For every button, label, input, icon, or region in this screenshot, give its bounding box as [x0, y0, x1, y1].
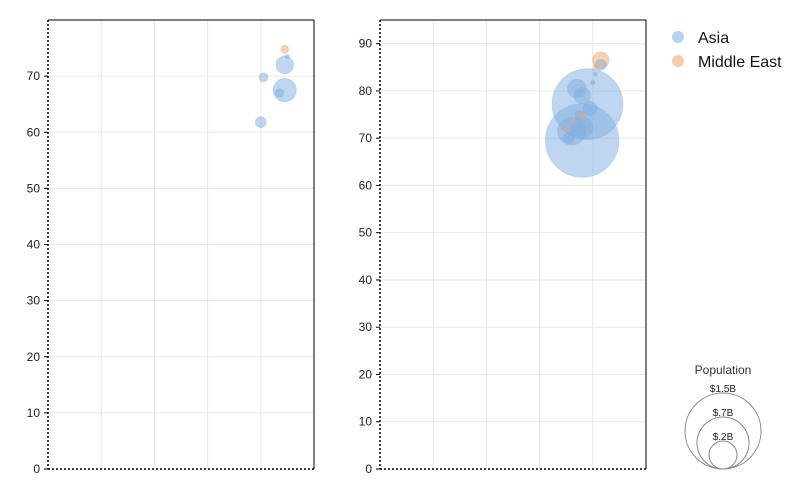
chart-panel-2: 0 10 20 30 40 50 60 70 80 90 [359, 19, 647, 476]
bubble-middle-east[interactable] [592, 64, 599, 70]
y-tick-label: 40 [359, 273, 373, 287]
legend-swatch-asia [672, 31, 684, 43]
y-tick-label: 30 [27, 294, 41, 308]
bubble-asia[interactable] [590, 79, 596, 86]
bubble-asia[interactable] [594, 59, 607, 71]
size-legend-circle-large [684, 392, 762, 470]
bubble-asia[interactable] [573, 86, 591, 105]
bubble-asia[interactable] [582, 100, 598, 116]
y-tick-label: 20 [27, 350, 41, 364]
y-tick-label: 10 [27, 406, 41, 420]
y-tick-label: 70 [27, 69, 41, 83]
y-tick-label: 60 [359, 178, 373, 192]
bubble-asia[interactable] [274, 88, 285, 98]
legend-label-asia: Asia [698, 30, 729, 47]
y-tick-label: 10 [359, 415, 373, 429]
y-tick-label: 0 [365, 462, 372, 476]
bubble-asia[interactable] [254, 116, 267, 129]
size-legend-label-large: $1.5B [710, 384, 736, 395]
chart-panels: 0 10 20 30 40 50 60 70 0 10 20 30 40 50 60 70 80 90 [27, 19, 647, 476]
size-legend-label-medium: $.7B [713, 408, 734, 419]
y-tick-label: 50 [359, 226, 373, 240]
size-legend-circle-medium [696, 416, 750, 470]
bubble-asia[interactable] [562, 132, 575, 145]
bubble-middle-east[interactable] [571, 118, 578, 125]
legend-entry-asia[interactable]: Asia [672, 30, 729, 47]
size-legend: Population $1.5B $.7B $.2B [684, 363, 762, 470]
bubble-middle-east[interactable] [562, 125, 570, 132]
bubble-middle-east[interactable] [280, 44, 290, 54]
y-tick-label: 50 [27, 181, 41, 195]
size-legend-label-small: $.2B [713, 432, 734, 443]
y-tick-label: 0 [33, 462, 40, 476]
legend-entry-middle-east[interactable]: Middle East [672, 54, 782, 71]
y-tick-label: 60 [27, 125, 41, 139]
legend-label-middle-east: Middle East [698, 54, 782, 71]
size-legend-title: Population [695, 363, 752, 377]
bubble-asia[interactable] [592, 71, 598, 77]
y-tick-label: 80 [359, 84, 373, 98]
y-tick-label: 70 [359, 131, 373, 145]
size-legend-circle-small [708, 440, 738, 470]
bubble-asia[interactable] [284, 53, 290, 59]
bubble-asia[interactable] [275, 55, 295, 75]
bubble-middle-east[interactable] [578, 110, 586, 119]
legend: Asia Middle East [672, 30, 782, 71]
y-tick-label: 20 [359, 367, 373, 381]
chart-panel-1: 0 10 20 30 40 50 60 70 [27, 19, 315, 476]
y-tick-label: 90 [359, 37, 373, 51]
y-tick-label: 30 [359, 320, 373, 334]
y-tick-label: 40 [27, 238, 41, 252]
legend-swatch-middle-east [672, 55, 684, 67]
bubble-asia[interactable] [258, 72, 269, 83]
